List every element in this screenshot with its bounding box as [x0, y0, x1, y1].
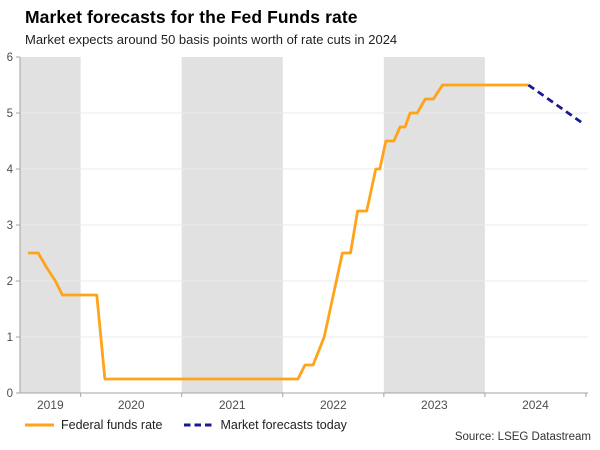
- page-title: Market forecasts for the Fed Funds rate: [25, 7, 358, 27]
- dashed-line-swatch-icon: [184, 423, 214, 427]
- chart-legend: Federal funds rate Market forecasts toda…: [25, 418, 369, 432]
- y-tick-label: 6: [7, 52, 13, 64]
- y-tick-label: 5: [7, 108, 13, 120]
- x-tick-label: 2022: [320, 398, 347, 412]
- x-tick-label: 2020: [118, 398, 145, 412]
- legend-item-market-forecasts: Market forecasts today: [184, 418, 347, 432]
- x-tick-label: 2019: [37, 398, 64, 412]
- series-line-federal-funds-rate: [28, 83, 529, 381]
- y-tick-label: 0: [7, 388, 13, 400]
- x-tick-label: 2021: [219, 398, 246, 412]
- x-tick-label: 2023: [421, 398, 448, 412]
- source-credit: Source: LSEG Datastream: [454, 431, 591, 443]
- y-tick-label: 2: [7, 276, 13, 288]
- chart-subtitle: Market expects around 50 basis points wo…: [25, 32, 398, 47]
- y-tick-label: 4: [7, 164, 14, 176]
- series-line-market-forecasts-today: [527, 83, 585, 126]
- legend-label: Federal funds rate: [61, 418, 163, 432]
- y-tick-label: 1: [7, 332, 13, 344]
- legend-item-federal-funds-rate: Federal funds rate: [25, 418, 162, 432]
- x-tick-label: 2024: [522, 398, 549, 412]
- solid-line-swatch-icon: [25, 423, 54, 427]
- legend-label: Market forecasts today: [220, 418, 347, 432]
- y-tick-label: 3: [7, 220, 13, 232]
